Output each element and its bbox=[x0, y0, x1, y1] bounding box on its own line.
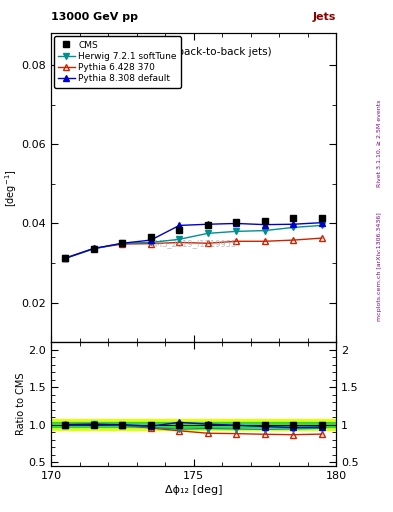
Herwig 7.2.1 softTune bbox=[206, 230, 210, 237]
Herwig 7.2.1 softTune bbox=[177, 236, 182, 242]
CMS bbox=[263, 218, 267, 224]
Pythia 6.428 370 bbox=[177, 240, 182, 246]
Pythia 6.428 370 bbox=[263, 238, 267, 244]
CMS bbox=[149, 234, 153, 241]
Text: mcplots.cern.ch [arXiv:1306.3436]: mcplots.cern.ch [arXiv:1306.3436] bbox=[377, 212, 382, 321]
Pythia 6.428 370 bbox=[92, 245, 96, 251]
Bar bbox=[51, 419, 336, 430]
CMS bbox=[206, 222, 210, 228]
Y-axis label: $\frac{1}{\sigma}\frac{d\sigma}{d\Delta\phi_{12}}$
$[\mathrm{deg}^{-1}]$: $\frac{1}{\sigma}\frac{d\sigma}{d\Delta\… bbox=[0, 169, 19, 207]
Legend: CMS, Herwig 7.2.1 softTune, Pythia 6.428 370, Pythia 8.308 default: CMS, Herwig 7.2.1 softTune, Pythia 6.428… bbox=[54, 36, 181, 88]
Pythia 8.308 default bbox=[206, 221, 210, 227]
Pythia 6.428 370 bbox=[120, 241, 125, 247]
Text: CMS_2019_I1719955: CMS_2019_I1719955 bbox=[150, 239, 237, 248]
Pythia 8.308 default bbox=[63, 255, 68, 262]
Pythia 6.428 370 bbox=[234, 238, 239, 244]
Line: Herwig 7.2.1 softTune: Herwig 7.2.1 softTune bbox=[62, 222, 325, 262]
Bar bbox=[51, 422, 336, 428]
Herwig 7.2.1 softTune bbox=[234, 228, 239, 234]
Herwig 7.2.1 softTune bbox=[149, 240, 153, 246]
Herwig 7.2.1 softTune bbox=[291, 224, 296, 230]
Y-axis label: Ratio to CMS: Ratio to CMS bbox=[16, 373, 26, 435]
Pythia 8.308 default bbox=[234, 220, 239, 226]
CMS bbox=[120, 240, 125, 246]
Pythia 8.308 default bbox=[120, 240, 125, 246]
Line: Pythia 8.308 default: Pythia 8.308 default bbox=[62, 220, 325, 262]
CMS bbox=[92, 246, 96, 252]
Pythia 8.308 default bbox=[291, 221, 296, 227]
Herwig 7.2.1 softTune bbox=[263, 227, 267, 233]
Line: Pythia 6.428 370: Pythia 6.428 370 bbox=[62, 235, 325, 261]
CMS bbox=[320, 215, 324, 221]
Pythia 6.428 370 bbox=[320, 235, 324, 241]
Text: Δϕ(jj) (CMS back-to-back jets): Δϕ(jj) (CMS back-to-back jets) bbox=[116, 47, 271, 57]
Pythia 8.308 default bbox=[177, 222, 182, 228]
Pythia 6.428 370 bbox=[206, 240, 210, 246]
Pythia 8.308 default bbox=[320, 220, 324, 226]
Line: CMS: CMS bbox=[62, 215, 325, 262]
Pythia 8.308 default bbox=[92, 245, 96, 251]
Pythia 6.428 370 bbox=[63, 255, 68, 261]
CMS bbox=[63, 255, 68, 262]
Herwig 7.2.1 softTune bbox=[63, 255, 68, 262]
Pythia 8.308 default bbox=[149, 237, 153, 243]
Pythia 6.428 370 bbox=[149, 241, 153, 247]
CMS bbox=[234, 219, 239, 225]
Herwig 7.2.1 softTune bbox=[320, 222, 324, 228]
Pythia 8.308 default bbox=[263, 222, 267, 228]
Text: Jets: Jets bbox=[313, 11, 336, 22]
Herwig 7.2.1 softTune bbox=[120, 240, 125, 246]
Pythia 6.428 370 bbox=[291, 237, 296, 243]
Text: 13000 GeV pp: 13000 GeV pp bbox=[51, 11, 138, 22]
X-axis label: Δϕ₁₂ [deg]: Δϕ₁₂ [deg] bbox=[165, 485, 222, 495]
CMS bbox=[177, 227, 182, 233]
CMS bbox=[291, 215, 296, 221]
Text: Rivet 3.1.10, ≥ 2.5M events: Rivet 3.1.10, ≥ 2.5M events bbox=[377, 100, 382, 187]
Herwig 7.2.1 softTune bbox=[92, 246, 96, 252]
